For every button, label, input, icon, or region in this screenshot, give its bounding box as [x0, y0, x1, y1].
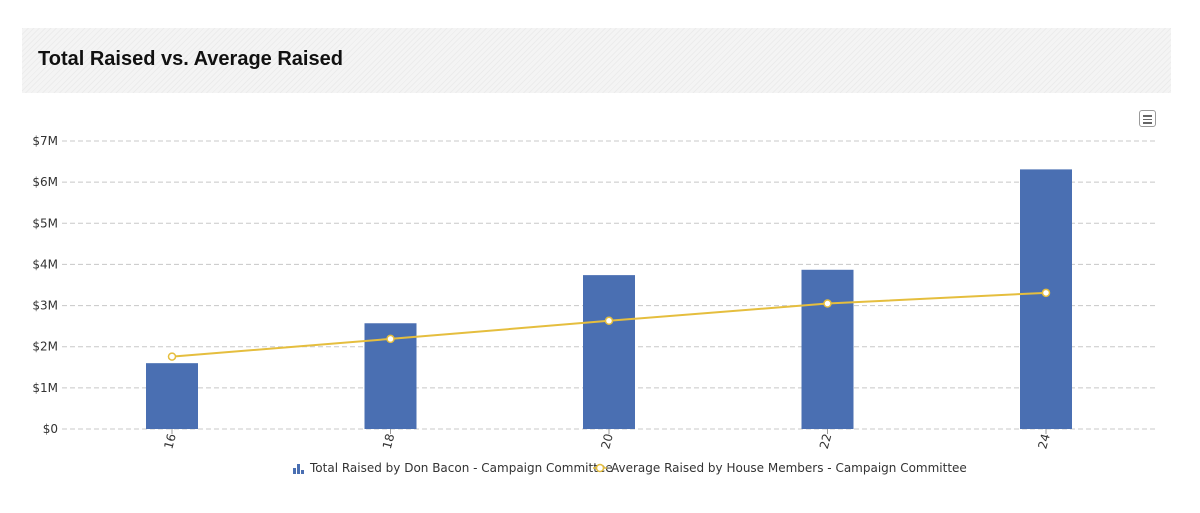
- legend-bar-icon: [301, 470, 304, 474]
- y-tick-label: $4M: [32, 257, 58, 271]
- line-point: [604, 316, 614, 326]
- x-tick-label: 24: [1035, 432, 1052, 450]
- x-tick-label: 16: [161, 432, 178, 450]
- line-point: [823, 299, 832, 308]
- y-tick-label: $0: [43, 422, 58, 436]
- y-tick-label: $7M: [32, 134, 58, 148]
- y-tick-label: $5M: [32, 216, 58, 230]
- y-tick-label: $1M: [32, 381, 58, 395]
- bar: [583, 275, 635, 429]
- chart-title: Total Raised vs. Average Raised: [38, 48, 343, 70]
- legend-bar-icon: [293, 468, 296, 474]
- y-tick-label: $3M: [32, 299, 58, 313]
- chart-header: Total Raised vs. Average Raised: [22, 28, 1171, 93]
- y-tick-label: $6M: [32, 175, 58, 189]
- legend-bar-icon: [297, 464, 300, 474]
- x-tick-label: 20: [598, 432, 615, 450]
- legend-label-average: Average Raised by House Members - Campai…: [611, 461, 967, 475]
- line-point: [386, 334, 395, 344]
- legend-label-total: Total Raised by Don Bacon - Campaign Com…: [309, 461, 613, 475]
- chart-menu-icon[interactable]: [1139, 110, 1156, 127]
- bar: [801, 269, 854, 429]
- x-tick-label: 18: [380, 432, 397, 450]
- legend-line-marker: [595, 463, 605, 473]
- line-point: [1041, 288, 1051, 298]
- y-tick-label: $2M: [32, 340, 58, 354]
- x-tick-label: 22: [817, 432, 834, 450]
- bar: [146, 363, 198, 429]
- bar: [1020, 169, 1072, 430]
- line-point: [167, 352, 177, 361]
